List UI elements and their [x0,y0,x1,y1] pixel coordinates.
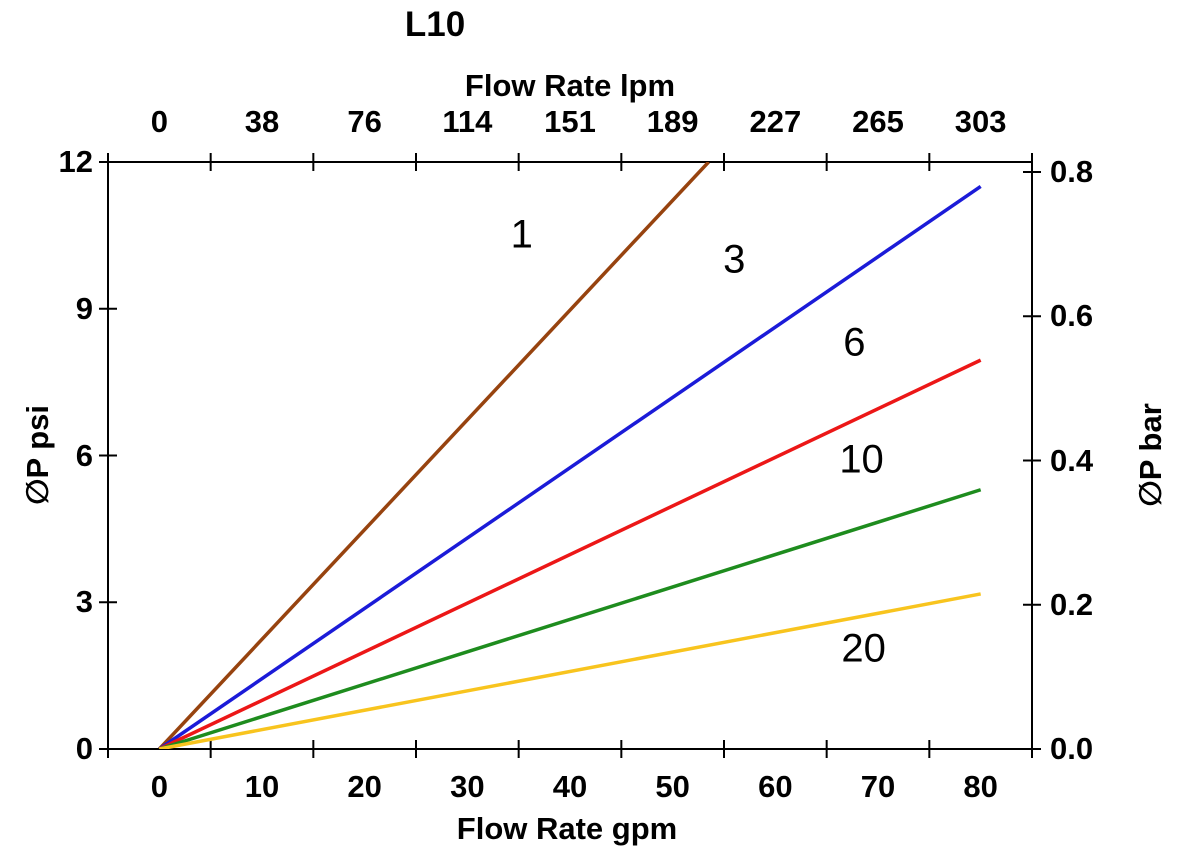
x-bottom-tick-label: 20 [347,769,382,804]
y-left-tick-label: 6 [75,437,93,473]
x-top-tick-label: 227 [749,104,802,139]
chart-title: L10 [404,5,466,44]
x-bottom-tick-label: 50 [655,769,690,804]
series-label-3: 3 [723,237,746,282]
y-right-tick-label: 0.0 [1050,731,1094,766]
x-top-tick-label: 189 [646,104,699,139]
y-right-tick-label: 0.6 [1050,298,1094,334]
series-label-10: 10 [839,437,884,482]
x-bottom-tick-label: 60 [758,769,793,804]
x-top-tick-label: 303 [954,104,1007,139]
x-top-tick-label: 151 [544,104,596,139]
series-line-20 [159,592,981,749]
series-line-6 [158,358,982,749]
x-top-tick-label: 76 [347,104,382,139]
y-left-tick-label: 0 [75,731,93,766]
x-top-tick-label: 38 [244,104,280,139]
plot-frame [107,161,1033,750]
y-right-tick-label: 0.8 [1050,154,1094,189]
y-left-tick-label: 12 [58,144,93,179]
right-axis-title: ∅P bar [1133,403,1168,507]
x-top-tick-label: 265 [852,104,904,139]
y-left-tick-label: 9 [75,290,93,326]
x-bottom-tick-label: 70 [860,769,896,804]
series-line-1 [158,162,710,749]
series-label-1: 1 [510,212,533,257]
series-line-3 [158,185,982,749]
y-right-tick-label: 0.2 [1050,586,1094,622]
y-right-tick-label: 0.4 [1050,442,1094,478]
x-top-tick-label: 114 [442,104,493,139]
y-left-tick-label: 3 [75,584,93,620]
series-label-20: 20 [841,626,886,671]
series-line-10 [158,488,982,749]
x-top-tick-label: 0 [150,104,168,139]
x-bottom-tick-label: 40 [552,769,588,804]
x-bottom-tick-label: 80 [963,769,998,804]
x-bottom-tick-label: 0 [150,769,168,804]
left-axis-title: ∅P psi [20,404,55,506]
bottom-axis-title: Flow Rate gpm [456,811,678,846]
x-bottom-tick-label: 30 [450,769,485,804]
x-bottom-tick-label: 10 [244,769,280,804]
series-label-6: 6 [843,320,866,365]
top-axis-title: Flow Rate lpm [464,68,676,103]
